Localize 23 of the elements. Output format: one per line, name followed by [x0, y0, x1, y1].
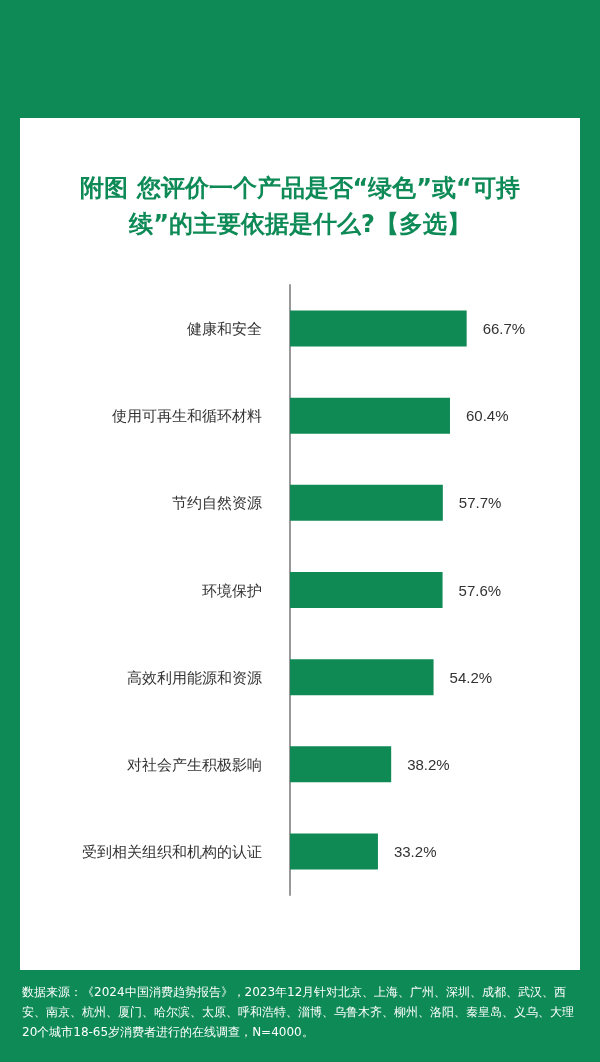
- bar: [290, 746, 392, 783]
- y-tick-label: 对社会产生积极影响: [127, 755, 262, 773]
- chart-title: 附图 您评价一个产品是否“绿色”或“可持续”的主要依据是什么?【多选】: [79, 173, 521, 240]
- data-label: 60.4%: [465, 407, 509, 425]
- bar: [290, 572, 443, 608]
- data-label: 54.2%: [449, 668, 493, 686]
- bar: [290, 310, 467, 347]
- y-tick-label: 健康和安全: [187, 320, 262, 338]
- data-label: 38.2%: [407, 755, 450, 773]
- data-label: 33.2%: [393, 842, 437, 860]
- bar: [290, 833, 378, 870]
- y-tick-label: 受到相关组织和机构的认证: [82, 842, 262, 860]
- data-label: 66.7%: [482, 320, 526, 338]
- y-tick-label: 高效利用能源和资源: [127, 668, 262, 686]
- data-label: 57.7%: [458, 494, 502, 512]
- y-tick-label: 节约自然资源: [172, 494, 262, 512]
- bar: [290, 484, 443, 521]
- bar: [290, 397, 450, 434]
- y-tick-label: 环境保护: [202, 581, 262, 599]
- source-note: 数据来源：《2024中国消费趋势报告》，2023年12月针对北京、上海、广州、深圳、成都、武汉、西安、南京、杭州、厦门、哈尔滨、太原、呼和浩特、淄博、乌鲁木齐、柳州、洛阳、秦皇岛、义乌、大理20个城市18-65岁消费者进行的在线调查，N=4000。: [22, 984, 575, 1041]
- bar: [290, 659, 434, 696]
- y-tick-label: 使用可再生和循环材料: [112, 407, 262, 425]
- data-label: 57.6%: [458, 581, 502, 599]
